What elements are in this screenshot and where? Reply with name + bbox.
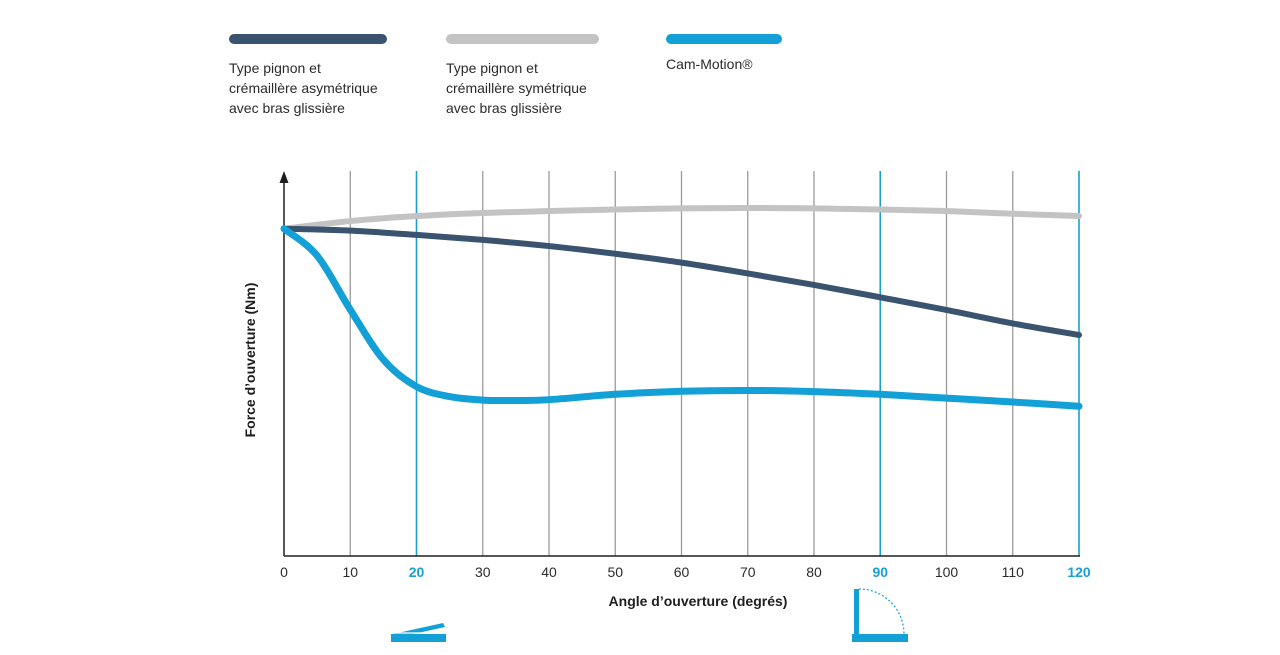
y-axis-title: Force d’ouverture (Nm) bbox=[242, 283, 258, 438]
legend-label-cam: Cam-Motion® bbox=[666, 56, 753, 72]
legend-swatch-cam bbox=[666, 34, 782, 44]
lid-open-90-icon bbox=[852, 588, 908, 642]
x-tick-label-80: 80 bbox=[806, 564, 822, 580]
x-tick-label-30: 30 bbox=[475, 564, 491, 580]
x-tick-label-0: 0 bbox=[280, 564, 288, 580]
axes bbox=[279, 171, 1080, 557]
series-lines bbox=[280, 204, 1083, 410]
legend-label-asym: Type pignon et crémaillère asymétrique a… bbox=[229, 60, 378, 116]
series-line-asym bbox=[281, 225, 1082, 339]
x-tick-labels: 0 10 20 30 40 50 60 70 80 90 100 110 120 bbox=[280, 564, 1091, 580]
legend-swatch-sym bbox=[446, 34, 599, 44]
x-tick-label-120: 120 bbox=[1067, 564, 1091, 580]
grid-lines bbox=[349, 171, 1080, 556]
x-tick-label-10: 10 bbox=[342, 564, 358, 580]
legend-label-sym: Type pignon et crémaillère symétrique av… bbox=[446, 60, 587, 116]
lid-slightly-open-icon bbox=[391, 623, 446, 642]
x-tick-label-60: 60 bbox=[674, 564, 690, 580]
x-tick-label-40: 40 bbox=[541, 564, 557, 580]
x-tick-label-110: 110 bbox=[1002, 564, 1025, 580]
legend-item-asym: Type pignon et crémaillère asymétrique a… bbox=[229, 34, 429, 118]
legend-swatch-asym bbox=[229, 34, 387, 44]
x-tick-label-70: 70 bbox=[740, 564, 756, 580]
x-axis-title: Angle d’ouverture (degrés) bbox=[609, 593, 788, 609]
x-tick-label-100: 100 bbox=[935, 564, 959, 580]
x-tick-label-20: 20 bbox=[409, 564, 425, 580]
legend-item-cam: Cam-Motion® bbox=[666, 34, 866, 74]
series-line-sym bbox=[281, 204, 1082, 232]
x-tick-label-50: 50 bbox=[607, 564, 623, 580]
y-axis-arrow bbox=[279, 171, 289, 183]
x-tick-label-90: 90 bbox=[872, 564, 888, 580]
series-line-cam bbox=[280, 225, 1083, 410]
legend-item-sym: Type pignon et crémaillère symétrique av… bbox=[446, 34, 646, 118]
